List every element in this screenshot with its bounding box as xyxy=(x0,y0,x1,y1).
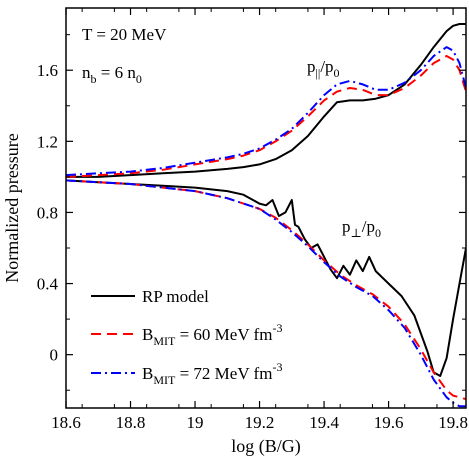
x-tick-label: 19.4 xyxy=(309,413,339,432)
y-tick-label: 1.6 xyxy=(37,61,58,80)
y-tick-label: 0 xyxy=(50,346,59,365)
p-perp-label: p⊥/p0 xyxy=(342,217,381,240)
series-line-parallel-2 xyxy=(66,55,466,178)
density-label: nb = 6 n0 xyxy=(82,63,142,86)
x-tick-label: 18.6 xyxy=(51,413,81,432)
y-axis-label: Normalized pressure xyxy=(2,133,22,282)
legend-entry: RP model xyxy=(142,287,209,306)
x-tick-label: 19 xyxy=(187,413,204,432)
x-tick-label: 19.6 xyxy=(374,413,404,432)
x-tick-label: 19.8 xyxy=(438,413,468,432)
legend-entry: BMIT = 72 MeV fm-3 xyxy=(142,360,282,387)
temperature-label: T = 20 MeV xyxy=(82,25,167,44)
plot-frame xyxy=(65,7,467,409)
series-line-perpendicular-3 xyxy=(66,179,466,408)
series-line-perpendicular-2 xyxy=(66,179,466,401)
series-line-parallel-3 xyxy=(66,46,466,177)
y-tick-label: 0.8 xyxy=(37,203,58,222)
series-line-parallel-1 xyxy=(66,23,466,178)
x-tick-label: 18.8 xyxy=(116,413,146,432)
y-tick-label: 1.2 xyxy=(37,132,58,151)
y-tick-label: 0.4 xyxy=(37,275,59,294)
series-line-perpendicular-1 xyxy=(66,179,466,377)
p-parallel-label: p||/p0 xyxy=(307,57,340,80)
x-axis-label: log (B/G) xyxy=(231,436,301,457)
legend-entry: BMIT = 60 MeV fm-3 xyxy=(142,321,282,348)
x-tick-label: 19.2 xyxy=(245,413,275,432)
